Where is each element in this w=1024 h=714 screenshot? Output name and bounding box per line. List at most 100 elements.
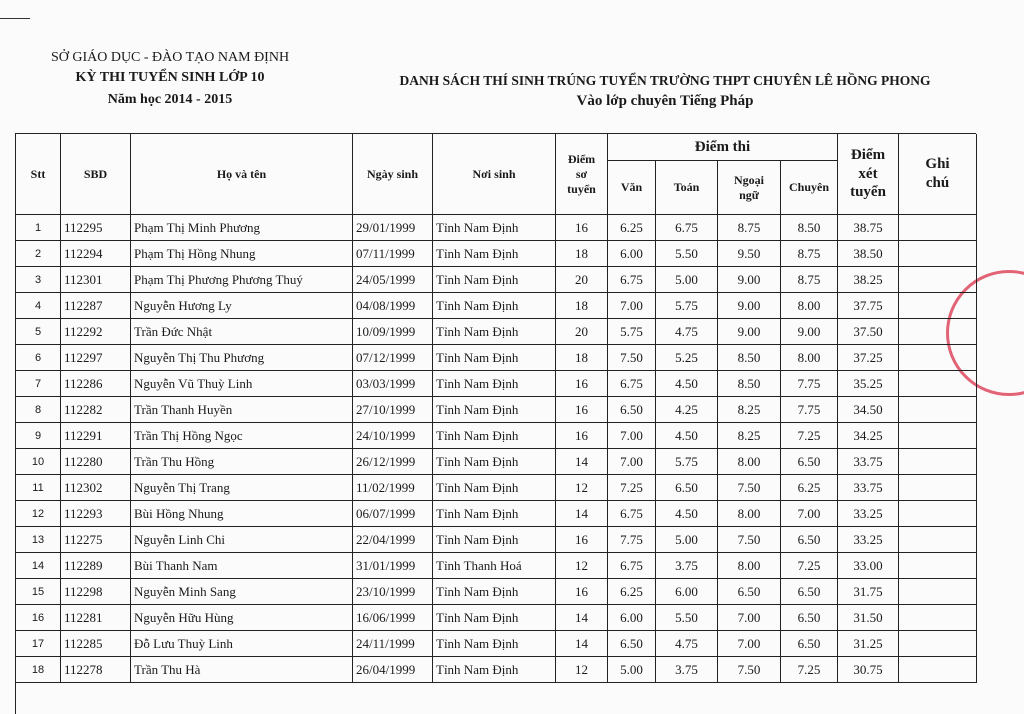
candidate-id: 112292 <box>61 319 131 345</box>
note-cell <box>899 423 977 449</box>
score-major: 8.75 <box>781 241 838 267</box>
prelim-score: 14 <box>556 449 608 475</box>
candidate-id: 112281 <box>61 605 131 631</box>
row-number: 12 <box>16 501 61 527</box>
results-table: Stt SBD Họ và tên Ngày sinh Nơi sinh Điểm sơ … <box>15 133 977 714</box>
score-major: 8.75 <box>781 267 838 293</box>
score-major: 7.75 <box>781 371 838 397</box>
score-toan: 5.00 <box>656 267 718 293</box>
sub-header: Toán <box>656 161 718 215</box>
row-number: 3 <box>16 267 61 293</box>
row-number: 9 <box>16 423 61 449</box>
doc-title: DANH SÁCH THÍ SINH TRÚNG TUYỂN TRƯỜNG TH… <box>399 73 931 88</box>
birth-place: Tỉnh Nam Định <box>433 397 556 423</box>
total-score: 34.25 <box>838 423 899 449</box>
total-score: 31.50 <box>838 605 899 631</box>
birth-date: 11/02/1999 <box>353 475 433 501</box>
full-name: Phạm Thị Hồng Nhung <box>131 241 353 267</box>
row-number: 8 <box>16 397 61 423</box>
note-cell <box>899 475 977 501</box>
row-number: 6 <box>16 345 61 371</box>
birth-date: 29/01/1999 <box>353 215 433 241</box>
row-number: 18 <box>16 657 61 683</box>
full-name: Bùi Hồng Nhung <box>131 501 353 527</box>
column-header: Stt <box>16 134 61 215</box>
score-language: 7.50 <box>718 475 781 501</box>
column-header: Ngày sinh <box>353 134 433 215</box>
total-score: 35.25 <box>838 371 899 397</box>
score-language: 8.50 <box>718 345 781 371</box>
score-language: 9.00 <box>718 267 781 293</box>
candidate-id: 112293 <box>61 501 131 527</box>
score-language: 9.00 <box>718 319 781 345</box>
birth-date: 31/01/1999 <box>353 553 433 579</box>
full-name: Nguyễn Vũ Thuỳ Linh <box>131 371 353 397</box>
full-name: Phạm Thị Minh Phương <box>131 215 353 241</box>
candidate-id: 112285 <box>61 631 131 657</box>
row-number: 2 <box>16 241 61 267</box>
doc-subtitle: Vào lớp chuyên Tiếng Pháp <box>576 93 754 109</box>
row-number: 13 <box>16 527 61 553</box>
prelim-score: 16 <box>556 397 608 423</box>
row-number: 16 <box>16 605 61 631</box>
total-score: 38.50 <box>838 241 899 267</box>
note-cell <box>899 397 977 423</box>
total-score: 31.25 <box>838 631 899 657</box>
note-cell <box>899 631 977 657</box>
score-toan: 6.50 <box>656 475 718 501</box>
birth-place: Tỉnh Nam Định <box>433 319 556 345</box>
row-number: 10 <box>16 449 61 475</box>
full-name: Nguyễn Hương Ly <box>131 293 353 319</box>
birth-date: 07/11/1999 <box>353 241 433 267</box>
column-header: Nơi sinh <box>433 134 556 215</box>
score-major: 7.25 <box>781 657 838 683</box>
prelim-score: 14 <box>556 631 608 657</box>
group-header: Điểm thi <box>608 134 838 161</box>
score-van: 6.75 <box>608 267 656 293</box>
candidate-id: 112295 <box>61 215 131 241</box>
total-score: 33.25 <box>838 501 899 527</box>
total-score: 33.75 <box>838 475 899 501</box>
score-major: 8.00 <box>781 293 838 319</box>
prelim-score: 16 <box>556 215 608 241</box>
scan-mark <box>0 18 30 19</box>
full-name: Bùi Thanh Nam <box>131 553 353 579</box>
score-van: 6.25 <box>608 579 656 605</box>
score-toan: 4.75 <box>656 319 718 345</box>
prelim-score: 20 <box>556 267 608 293</box>
full-name: Trần Thu Hà <box>131 657 353 683</box>
birth-date: 24/11/1999 <box>353 631 433 657</box>
birth-place: Tỉnh Nam Định <box>433 267 556 293</box>
row-number: 7 <box>16 371 61 397</box>
total-score: 33.00 <box>838 553 899 579</box>
birth-date: 07/12/1999 <box>353 345 433 371</box>
birth-date: 10/09/1999 <box>353 319 433 345</box>
candidate-id: 112297 <box>61 345 131 371</box>
score-van: 6.25 <box>608 215 656 241</box>
total-score: 37.75 <box>838 293 899 319</box>
score-language: 8.75 <box>718 215 781 241</box>
candidate-id: 112294 <box>61 241 131 267</box>
total-score: 31.75 <box>838 579 899 605</box>
full-name: Nguyễn Minh Sang <box>131 579 353 605</box>
score-toan: 4.50 <box>656 371 718 397</box>
birth-date: 23/10/1999 <box>353 579 433 605</box>
note-cell <box>899 553 977 579</box>
score-language: 8.00 <box>718 449 781 475</box>
candidate-id: 112291 <box>61 423 131 449</box>
birth-place: Tỉnh Nam Định <box>433 631 556 657</box>
candidate-id: 112302 <box>61 475 131 501</box>
prelim-score: 18 <box>556 241 608 267</box>
prelim-score: 16 <box>556 423 608 449</box>
total-score: 34.50 <box>838 397 899 423</box>
score-van: 6.00 <box>608 605 656 631</box>
score-van: 7.25 <box>608 475 656 501</box>
total-score: 33.75 <box>838 449 899 475</box>
score-language: 9.50 <box>718 241 781 267</box>
score-language: 6.50 <box>718 579 781 605</box>
score-toan: 3.75 <box>656 553 718 579</box>
birth-place: Tỉnh Nam Định <box>433 527 556 553</box>
score-language: 8.25 <box>718 397 781 423</box>
score-toan: 4.75 <box>656 631 718 657</box>
